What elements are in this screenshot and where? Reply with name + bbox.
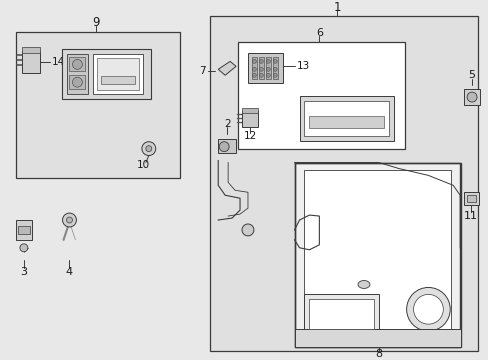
Circle shape [273,67,277,71]
Bar [258,57,264,79]
Circle shape [242,224,253,236]
Circle shape [259,59,263,63]
Bar [69,75,85,89]
Bar [16,32,179,179]
Text: 3: 3 [20,267,27,276]
Bar [304,170,450,339]
Circle shape [266,59,270,63]
Circle shape [259,73,263,77]
Text: 10: 10 [137,161,150,171]
Circle shape [252,59,256,63]
Text: 7: 7 [198,66,205,76]
Circle shape [273,73,277,77]
Bar [16,220,32,240]
Circle shape [72,77,82,87]
Circle shape [72,59,82,69]
Text: 12: 12 [243,131,256,141]
Bar [251,57,256,79]
Polygon shape [218,61,236,75]
Ellipse shape [357,280,369,288]
Bar [18,226,30,234]
Bar [97,58,139,90]
Bar [238,41,404,149]
Text: 4: 4 [66,267,73,276]
Circle shape [266,73,270,77]
Bar [242,108,257,113]
Text: 11: 11 [463,211,477,221]
Bar [294,329,460,347]
Bar [299,96,393,141]
Bar [309,116,383,128]
Circle shape [142,142,156,156]
Text: 14: 14 [52,57,65,67]
Bar [218,139,236,153]
Bar [294,162,460,347]
Circle shape [413,294,443,324]
Bar [22,51,40,73]
Circle shape [266,67,270,71]
Text: 5: 5 [468,70,475,80]
Circle shape [406,287,449,331]
Circle shape [219,142,229,152]
Bar [66,54,88,94]
Bar [93,54,142,94]
Circle shape [62,213,76,227]
Bar [61,49,150,99]
Text: 9: 9 [92,16,100,29]
Bar [304,101,388,136]
Bar [466,195,475,202]
Circle shape [66,217,72,223]
Text: 8: 8 [374,349,382,359]
Circle shape [252,67,256,71]
Bar [309,300,373,329]
Bar [463,89,479,105]
Circle shape [20,244,28,252]
Bar [272,57,277,79]
Circle shape [466,92,476,102]
Circle shape [145,146,151,152]
Text: 1: 1 [333,1,340,14]
Text: 13: 13 [296,61,309,71]
Bar [101,76,135,84]
Bar [242,111,257,127]
Bar [210,16,477,351]
Circle shape [259,67,263,71]
Text: 6: 6 [315,28,322,37]
Bar [463,192,478,205]
Bar [247,53,282,83]
Bar [69,57,85,71]
Circle shape [252,73,256,77]
Bar [265,57,270,79]
Text: 2: 2 [224,119,230,129]
Bar [22,48,40,53]
Circle shape [273,59,277,63]
Bar [304,294,378,334]
